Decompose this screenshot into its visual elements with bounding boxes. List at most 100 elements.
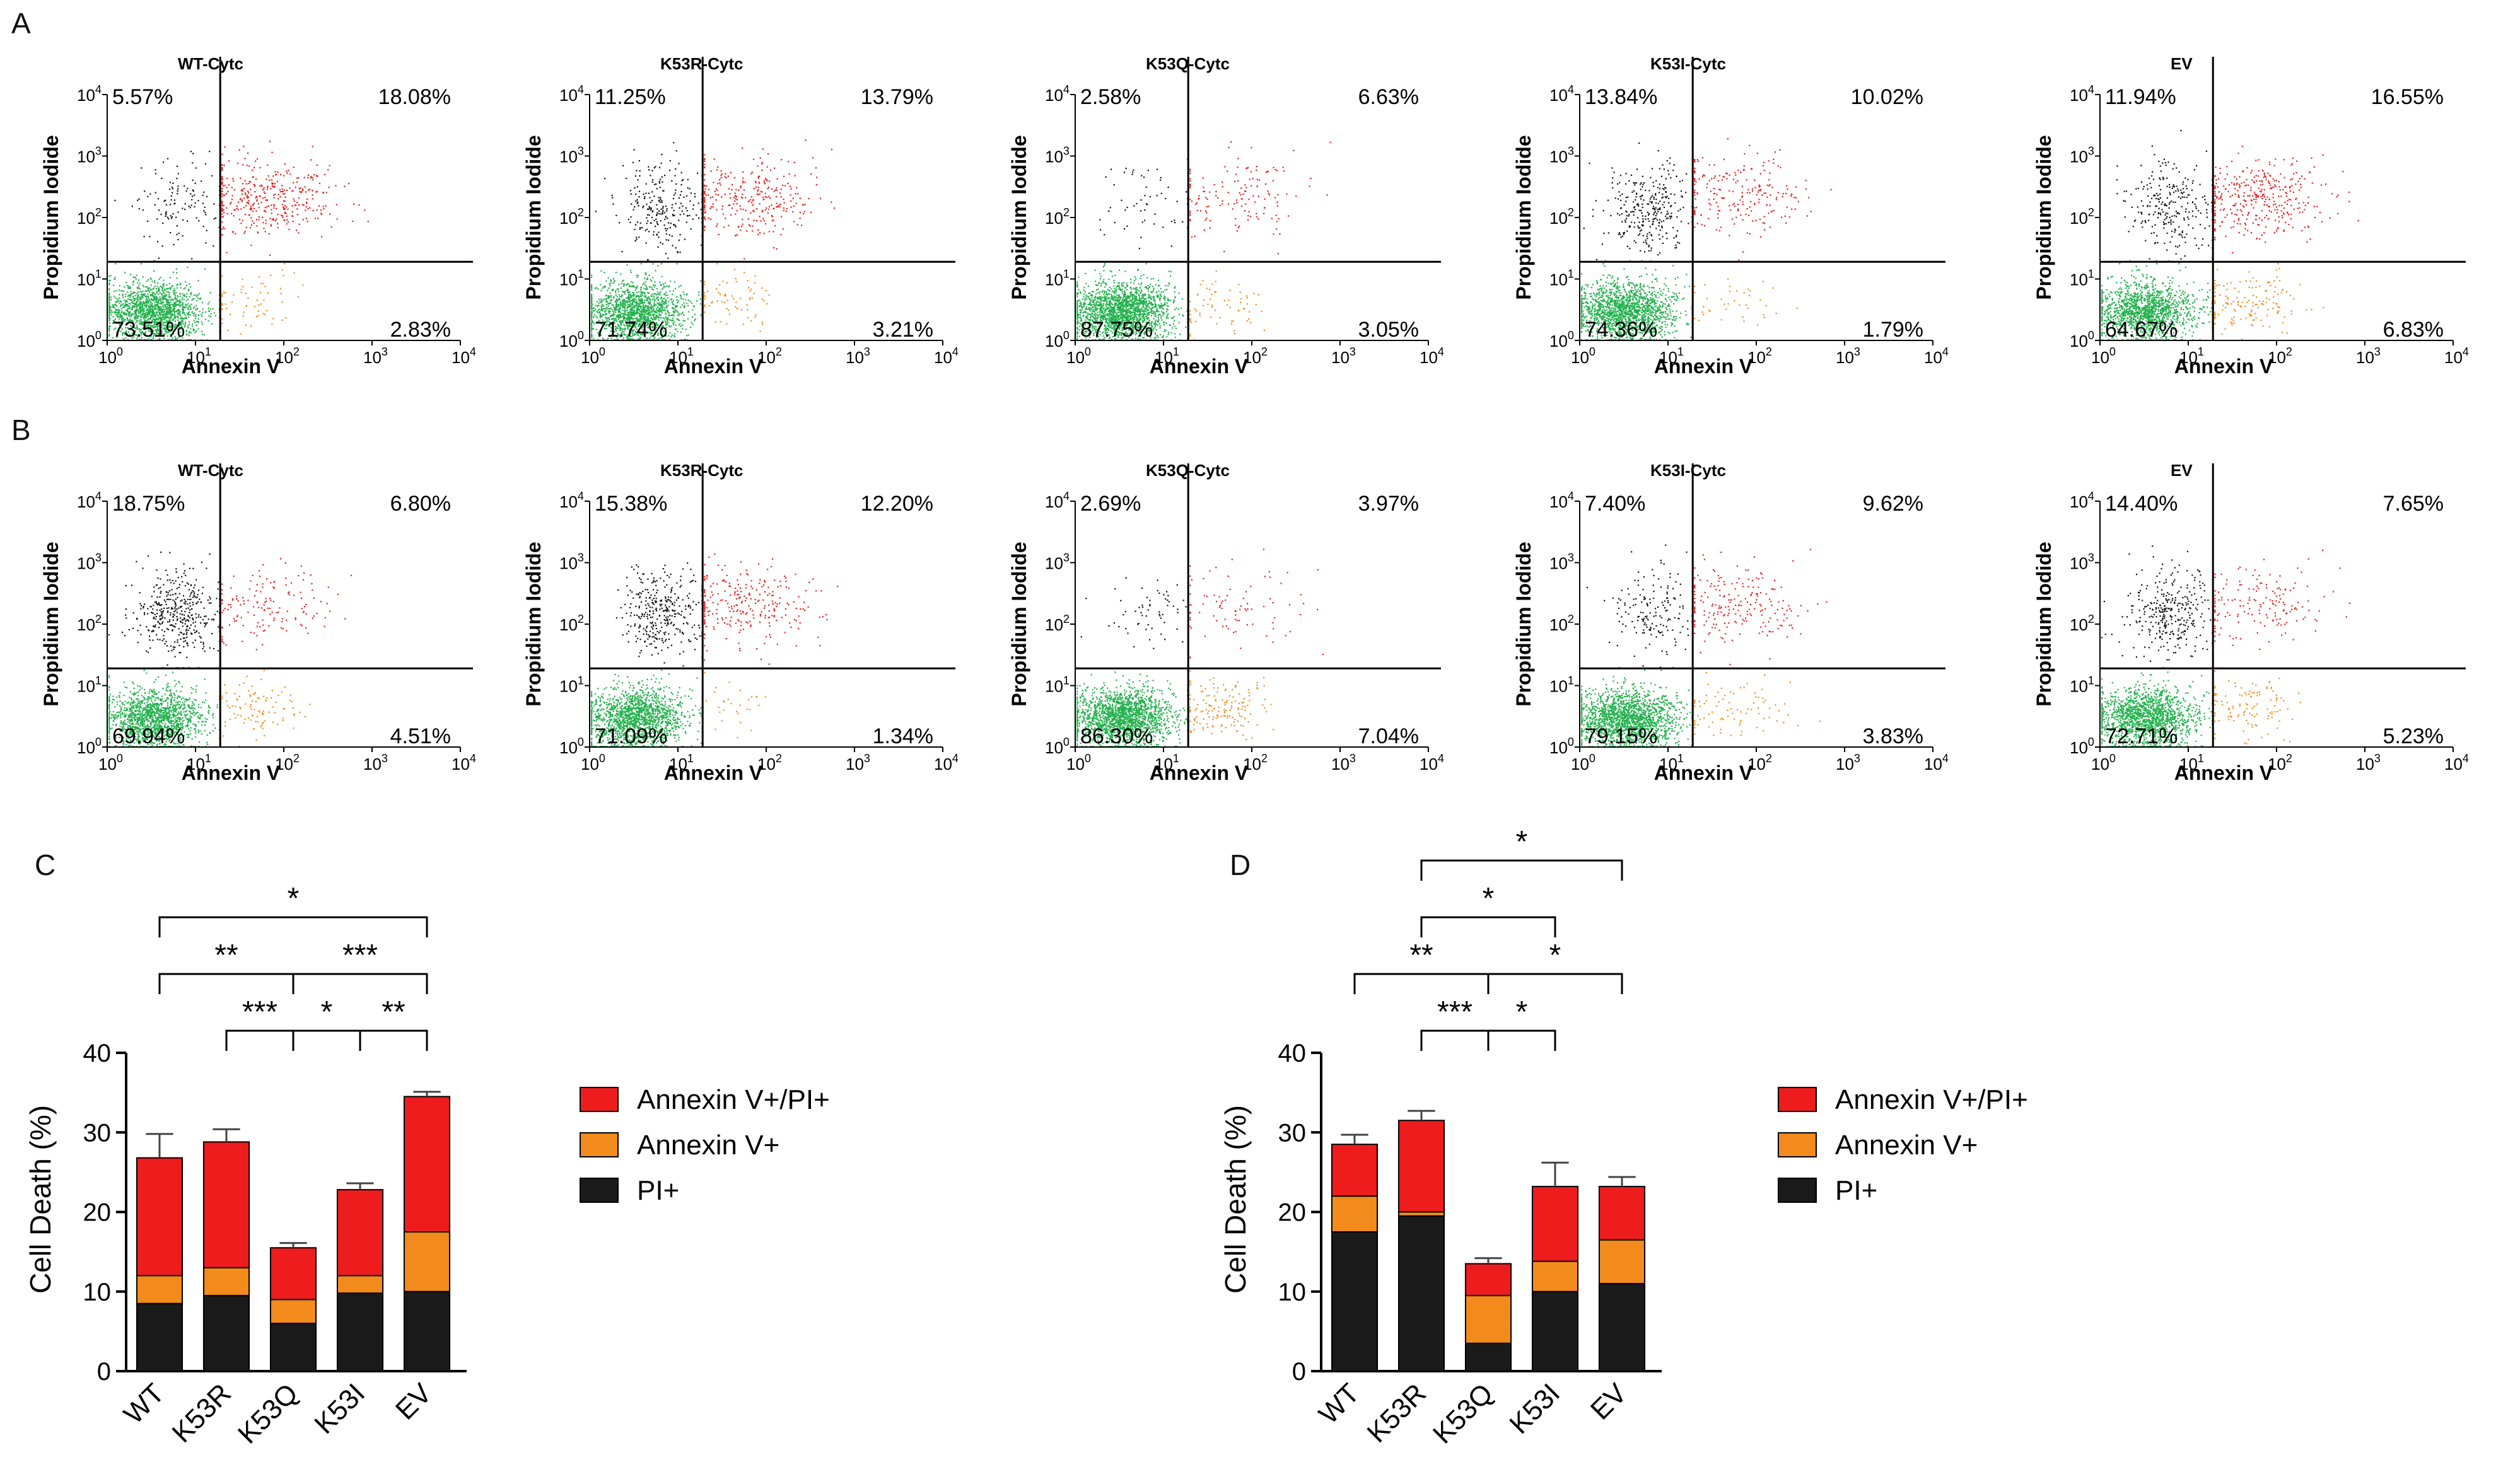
y-tick-label: 104 <box>1549 490 1574 511</box>
bar-segment <box>269 1323 317 1372</box>
significance-bracket: * <box>1420 882 1556 937</box>
category-label: K53Q <box>232 1377 304 1449</box>
x-tick-label: 100 <box>98 345 123 367</box>
legend-label: PI+ <box>1835 1175 1877 1206</box>
scatter-cloud <box>1581 544 1828 748</box>
significance-label: *** <box>342 939 378 972</box>
legend-label: Annexin V+ <box>1835 1130 1978 1161</box>
bar-segment <box>1531 1290 1579 1372</box>
y-tick-label: 20 <box>83 1199 112 1227</box>
quadrant-ul-pct: 5.57% <box>112 85 173 109</box>
flow-plot-title: K53Q-Cytc <box>1146 54 1230 73</box>
y-tick-label: 100 <box>77 736 102 757</box>
significance-label: *** <box>242 995 277 1029</box>
y-axis-label: Cell Death (%) <box>24 1105 57 1294</box>
y-tick-label: 102 <box>1045 206 1070 228</box>
quadrant-ll-pct: 69.94% <box>112 724 185 748</box>
x-tick-label: 100 <box>2091 345 2116 367</box>
y-tick-label: 104 <box>77 490 102 511</box>
x-tick-label: 100 <box>581 752 605 774</box>
significance-bracket: * <box>292 995 361 1051</box>
bar-segment <box>1331 1231 1379 1372</box>
quadrant-ur-pct: 3.97% <box>1358 492 1419 516</box>
quadrant-lr-pct: 1.79% <box>1863 318 1923 342</box>
y-tick-label: 104 <box>1045 490 1070 511</box>
x-axis-label: Annexin V <box>664 762 763 784</box>
quadrant-lr-pct: 6.83% <box>2383 318 2444 342</box>
quadrant-ur-pct: 16.55% <box>2371 85 2444 109</box>
y-tick-label: 101 <box>559 675 584 696</box>
scatter-cloud <box>2101 545 2351 748</box>
significance-label: ** <box>382 995 405 1029</box>
bar-segment <box>336 1275 384 1294</box>
x-tick-label: 103 <box>1331 345 1356 367</box>
category-label: EV <box>390 1377 438 1426</box>
quadrant-lr-pct: 3.83% <box>1863 724 1923 748</box>
y-tick-label: 100 <box>559 329 584 351</box>
flow-plot-title: K53Q-Cytc <box>1146 461 1230 480</box>
legend-label: Annexin V+ <box>637 1130 779 1161</box>
x-tick-label: 100 <box>2091 752 2116 774</box>
panel-letter-d: D <box>1230 848 1251 882</box>
y-tick-label: 102 <box>77 613 102 634</box>
y-tick-label: 103 <box>77 552 102 573</box>
quadrant-ur-pct: 12.20% <box>861 492 933 516</box>
y-tick-label: 103 <box>1045 552 1070 573</box>
y-axis-label: Propidium Iodide <box>1512 542 1535 706</box>
bar-segment <box>336 1292 384 1372</box>
y-tick-label: 101 <box>77 675 102 696</box>
x-tick-label: 104 <box>1924 345 1949 367</box>
y-axis-label: Propidium Iodide <box>40 542 62 706</box>
y-tick-label: 102 <box>1045 613 1070 634</box>
bar-segment <box>202 1295 250 1372</box>
quadrant-ur-pct: 7.65% <box>2383 492 2444 516</box>
flow-plot-title: K53R-Cytc <box>660 461 744 480</box>
x-tick-label: 103 <box>1836 752 1860 774</box>
quadrant-ul-pct: 7.40% <box>1585 492 1645 516</box>
quadrant-ll-pct: 71.09% <box>595 724 667 748</box>
bar-segment <box>1331 1144 1379 1197</box>
y-tick-label: 103 <box>559 552 584 573</box>
y-tick-label: 0 <box>97 1358 111 1386</box>
category-label: K53R <box>166 1377 237 1448</box>
quadrant-ll-pct: 87.75% <box>1080 318 1153 342</box>
significance-label: ** <box>1409 939 1433 972</box>
x-tick-label: 104 <box>1420 345 1444 367</box>
quadrant-lr-pct: 7.04% <box>1358 724 1419 748</box>
bar-segment <box>1598 1186 1646 1241</box>
significance-bracket: *** <box>292 939 428 994</box>
y-tick-label: 101 <box>2070 675 2094 696</box>
y-axis-label: Propidium Iodide <box>1008 542 1030 706</box>
x-tick-label: 100 <box>1571 345 1595 367</box>
y-tick-label: 101 <box>559 268 584 289</box>
y-axis-label: Propidium Iodide <box>1008 135 1030 299</box>
significance-bracket: * <box>1487 995 1556 1051</box>
y-tick-label: 104 <box>2070 83 2094 105</box>
bar-segment <box>136 1275 184 1304</box>
bar-segment <box>202 1267 250 1297</box>
quadrant-lr-pct: 3.05% <box>1358 318 1419 342</box>
y-tick-label: 102 <box>77 206 102 228</box>
bar-segment <box>1331 1195 1379 1233</box>
bar-segment <box>269 1299 317 1325</box>
y-tick-label: 40 <box>1278 1040 1307 1067</box>
significance-label: * <box>288 882 300 915</box>
legend-swatch <box>580 1087 619 1112</box>
scatter-cloud <box>108 141 369 341</box>
scatter-cloud <box>591 139 836 341</box>
legend-swatch <box>1778 1178 1817 1203</box>
x-tick-label: 104 <box>2444 752 2469 774</box>
category-label: EV <box>1585 1377 1633 1426</box>
y-tick-label: 100 <box>2070 736 2094 757</box>
significance-bracket: *** <box>225 995 295 1051</box>
y-tick-label: 103 <box>1549 145 1574 166</box>
bar-segment <box>1598 1283 1646 1372</box>
x-tick-label: 104 <box>1420 752 1444 774</box>
